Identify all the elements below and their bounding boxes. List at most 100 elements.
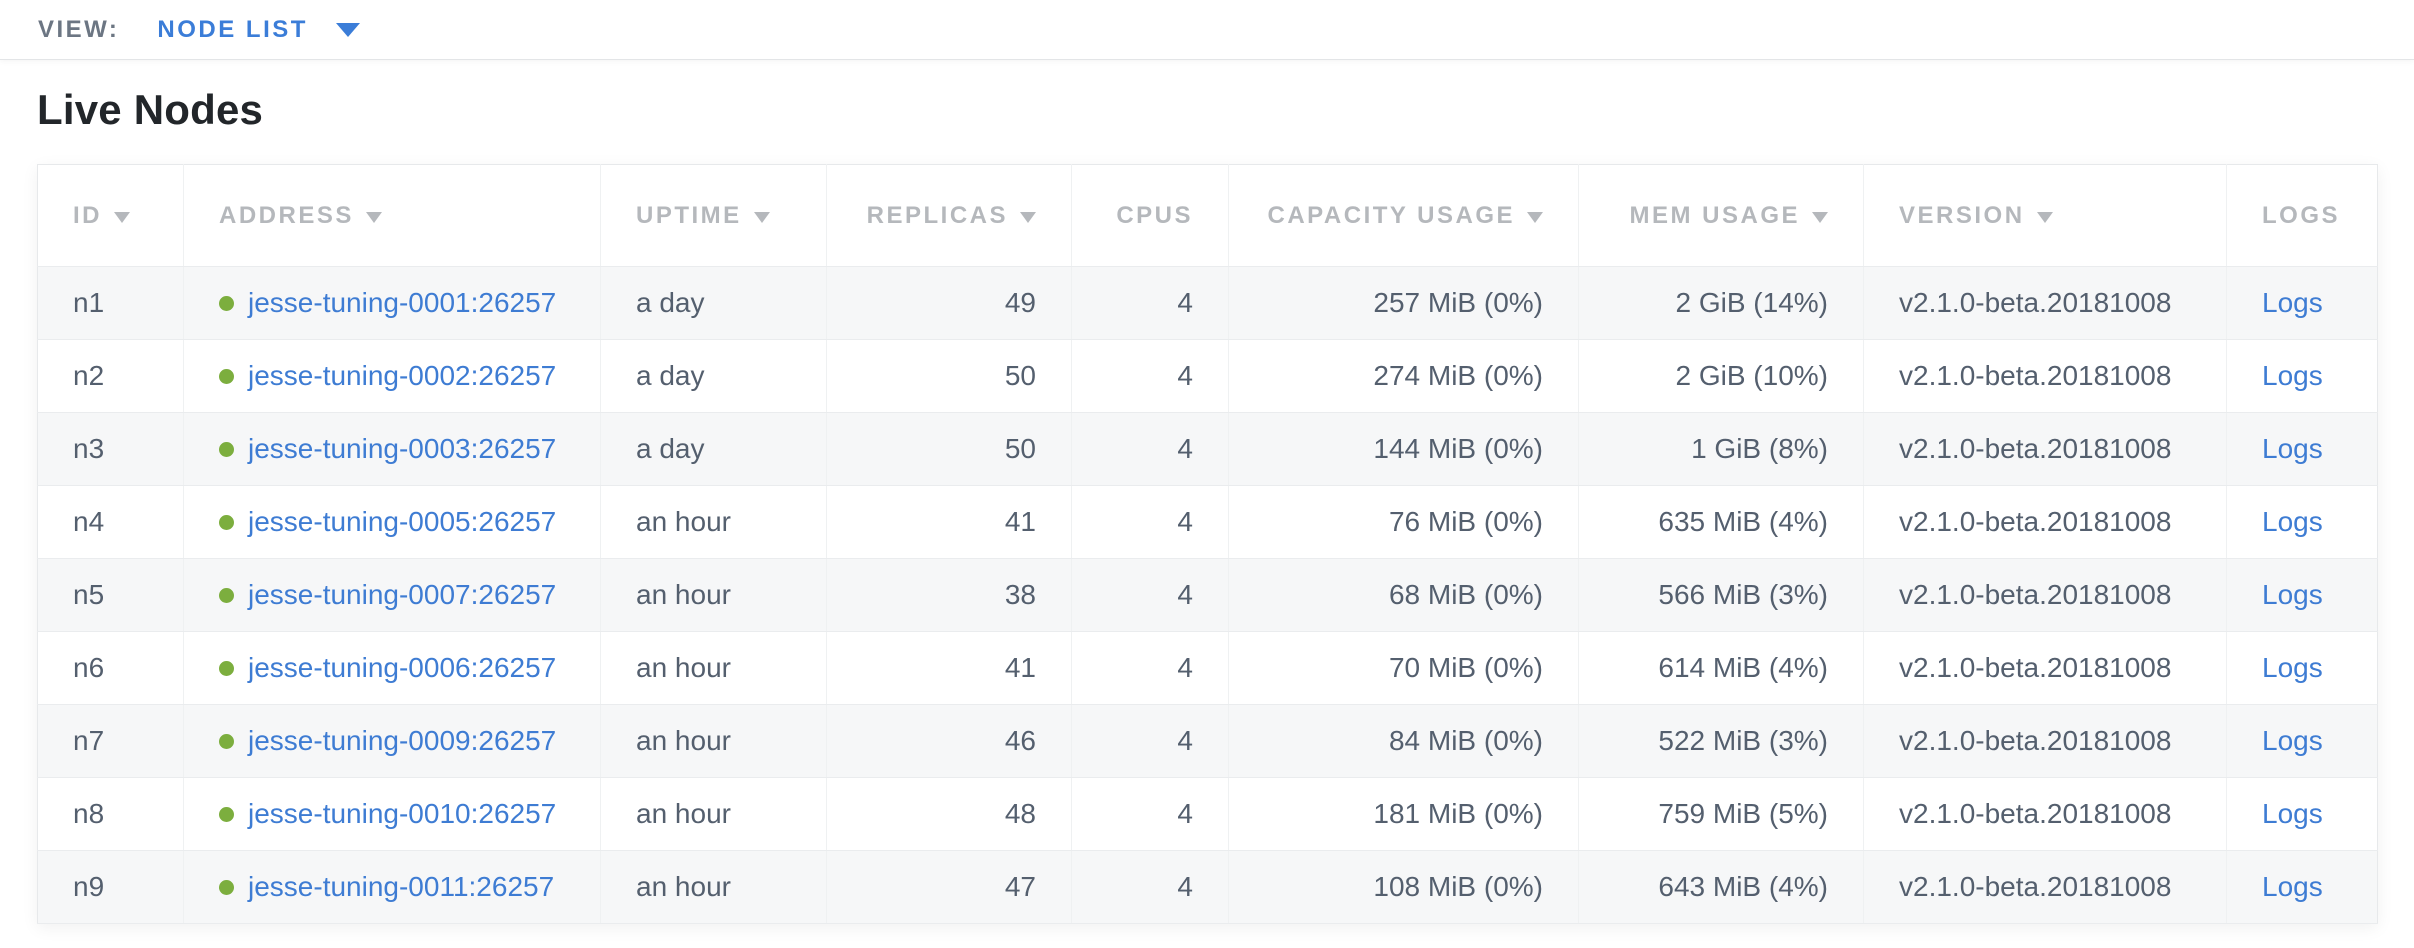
cell-cpus: 4	[1071, 704, 1229, 778]
logs-link[interactable]: Logs	[2262, 506, 2323, 537]
cell-logs: Logs	[2226, 485, 2378, 559]
cell-version: v2.1.0-beta.20181008	[1863, 631, 2227, 705]
column-header-capacity[interactable]: CAPACITY USAGE	[1228, 164, 1579, 267]
view-label: VIEW:	[38, 15, 120, 43]
cell-mem: 759 MiB (5%)	[1578, 777, 1864, 851]
cell-mem: 2 GiB (14%)	[1578, 266, 1864, 340]
cell-mem: 1 GiB (8%)	[1578, 412, 1864, 486]
node-live-status-icon	[219, 296, 234, 311]
live-nodes-section: Live Nodes ID ADDRESS UPTIME REPLICAS CPUS CA…	[0, 86, 2414, 924]
cell-logs: Logs	[2226, 266, 2378, 340]
cell-cpus: 4	[1071, 339, 1229, 413]
column-header-label: REPLICAS	[866, 201, 1008, 229]
cell-id: n7	[37, 704, 184, 778]
node-address-link[interactable]: jesse-tuning-0002:26257	[248, 360, 557, 391]
cell-address: jesse-tuning-0006:26257	[183, 631, 601, 705]
sort-descending-icon	[1812, 211, 1828, 223]
cell-id: n8	[37, 777, 184, 851]
table-row: n7 jesse-tuning-0009:26257 an hour 46 4 84 Mi…	[37, 704, 2378, 778]
node-address-link[interactable]: jesse-tuning-0010:26257	[248, 798, 557, 829]
node-address-link[interactable]: jesse-tuning-0005:26257	[248, 506, 557, 537]
column-header-label: CAPACITY USAGE	[1267, 201, 1515, 229]
column-header-label: LOGS	[2262, 201, 2341, 229]
logs-link[interactable]: Logs	[2262, 433, 2323, 464]
cell-version: v2.1.0-beta.20181008	[1863, 558, 2227, 632]
column-header-label: ID	[73, 201, 102, 229]
node-address-link[interactable]: jesse-tuning-0001:26257	[248, 287, 557, 318]
node-address-link[interactable]: jesse-tuning-0011:26257	[248, 871, 555, 902]
table-row: n4 jesse-tuning-0005:26257 an hour 41 4 76 Mi…	[37, 485, 2378, 559]
cell-version: v2.1.0-beta.20181008	[1863, 850, 2227, 924]
logs-link[interactable]: Logs	[2262, 798, 2323, 829]
cell-uptime: an hour	[600, 777, 827, 851]
logs-link[interactable]: Logs	[2262, 871, 2323, 902]
cell-cpus: 4	[1071, 850, 1229, 924]
cell-mem: 643 MiB (4%)	[1578, 850, 1864, 924]
column-header-id[interactable]: ID	[37, 164, 184, 267]
table-row: n2 jesse-tuning-0002:26257 a day 50 4 274 MiB…	[37, 339, 2378, 413]
page-title: Live Nodes	[37, 86, 264, 133]
node-live-status-icon	[219, 588, 234, 603]
node-live-status-icon	[219, 515, 234, 530]
node-address-link[interactable]: jesse-tuning-0006:26257	[248, 652, 557, 683]
cell-replicas: 48	[826, 777, 1072, 851]
table-row: n5 jesse-tuning-0007:26257 an hour 38 4 68 Mi…	[37, 558, 2378, 632]
node-address-link[interactable]: jesse-tuning-0007:26257	[248, 579, 557, 610]
cell-capacity: 274 MiB (0%)	[1228, 339, 1579, 413]
cell-capacity: 181 MiB (0%)	[1228, 777, 1579, 851]
table-row: n3 jesse-tuning-0003:26257 a day 50 4 144 MiB…	[37, 412, 2378, 486]
cell-version: v2.1.0-beta.20181008	[1863, 777, 2227, 851]
sort-descending-icon	[365, 211, 382, 223]
view-selector-value[interactable]: NODE LIST	[157, 15, 308, 43]
node-live-status-icon	[219, 661, 234, 676]
cell-mem: 614 MiB (4%)	[1578, 631, 1864, 705]
view-selector-bar: VIEW: NODE LIST	[0, 0, 2414, 60]
cell-uptime: a day	[600, 339, 827, 413]
node-address-link[interactable]: jesse-tuning-0009:26257	[248, 725, 557, 756]
logs-link[interactable]: Logs	[2262, 287, 2323, 318]
cell-replicas: 41	[826, 631, 1072, 705]
sort-descending-icon	[753, 211, 770, 223]
cell-address: jesse-tuning-0002:26257	[183, 339, 601, 413]
cell-replicas: 41	[826, 485, 1072, 559]
cell-uptime: an hour	[600, 850, 827, 924]
cell-address: jesse-tuning-0009:26257	[183, 704, 601, 778]
cell-capacity: 84 MiB (0%)	[1228, 704, 1579, 778]
cell-logs: Logs	[2226, 850, 2378, 924]
cell-uptime: a day	[600, 412, 827, 486]
table-header-row: ID ADDRESS UPTIME REPLICAS CPUS CAPACITY USAG…	[37, 164, 2378, 267]
cell-capacity: 70 MiB (0%)	[1228, 631, 1579, 705]
cell-mem: 566 MiB (3%)	[1578, 558, 1864, 632]
logs-link[interactable]: Logs	[2262, 579, 2323, 610]
node-live-status-icon	[219, 369, 234, 384]
cell-cpus: 4	[1071, 412, 1229, 486]
view-selector-dropdown[interactable]: NODE LIST	[157, 16, 360, 44]
column-header-replicas[interactable]: REPLICAS	[826, 164, 1072, 267]
cell-replicas: 47	[826, 850, 1072, 924]
column-header-uptime[interactable]: UPTIME	[600, 164, 827, 267]
cell-capacity: 108 MiB (0%)	[1228, 850, 1579, 924]
logs-link[interactable]: Logs	[2262, 725, 2323, 756]
cell-address: jesse-tuning-0005:26257	[183, 485, 601, 559]
cell-replicas: 38	[826, 558, 1072, 632]
chevron-down-icon	[335, 22, 360, 37]
node-live-status-icon	[219, 734, 234, 749]
cell-cpus: 4	[1071, 266, 1229, 340]
cell-cpus: 4	[1071, 558, 1229, 632]
cell-mem: 635 MiB (4%)	[1578, 485, 1864, 559]
sort-descending-icon	[114, 211, 130, 223]
column-header-logs: LOGS	[2226, 164, 2378, 267]
column-header-address[interactable]: ADDRESS	[183, 164, 601, 267]
cell-address: jesse-tuning-0001:26257	[183, 266, 601, 340]
column-header-label: MEM USAGE	[1629, 201, 1800, 229]
column-header-version[interactable]: VERSION	[1863, 164, 2227, 267]
logs-link[interactable]: Logs	[2262, 652, 2323, 683]
node-address-link[interactable]: jesse-tuning-0003:26257	[248, 433, 557, 464]
column-header-mem[interactable]: MEM USAGE	[1578, 164, 1864, 267]
node-live-status-icon	[219, 442, 234, 457]
column-header-label: UPTIME	[636, 201, 742, 229]
logs-link[interactable]: Logs	[2262, 360, 2323, 391]
cell-uptime: an hour	[600, 631, 827, 705]
live-nodes-table: ID ADDRESS UPTIME REPLICAS CPUS CAPACITY USAG…	[37, 164, 2378, 924]
cell-mem: 2 GiB (10%)	[1578, 339, 1864, 413]
